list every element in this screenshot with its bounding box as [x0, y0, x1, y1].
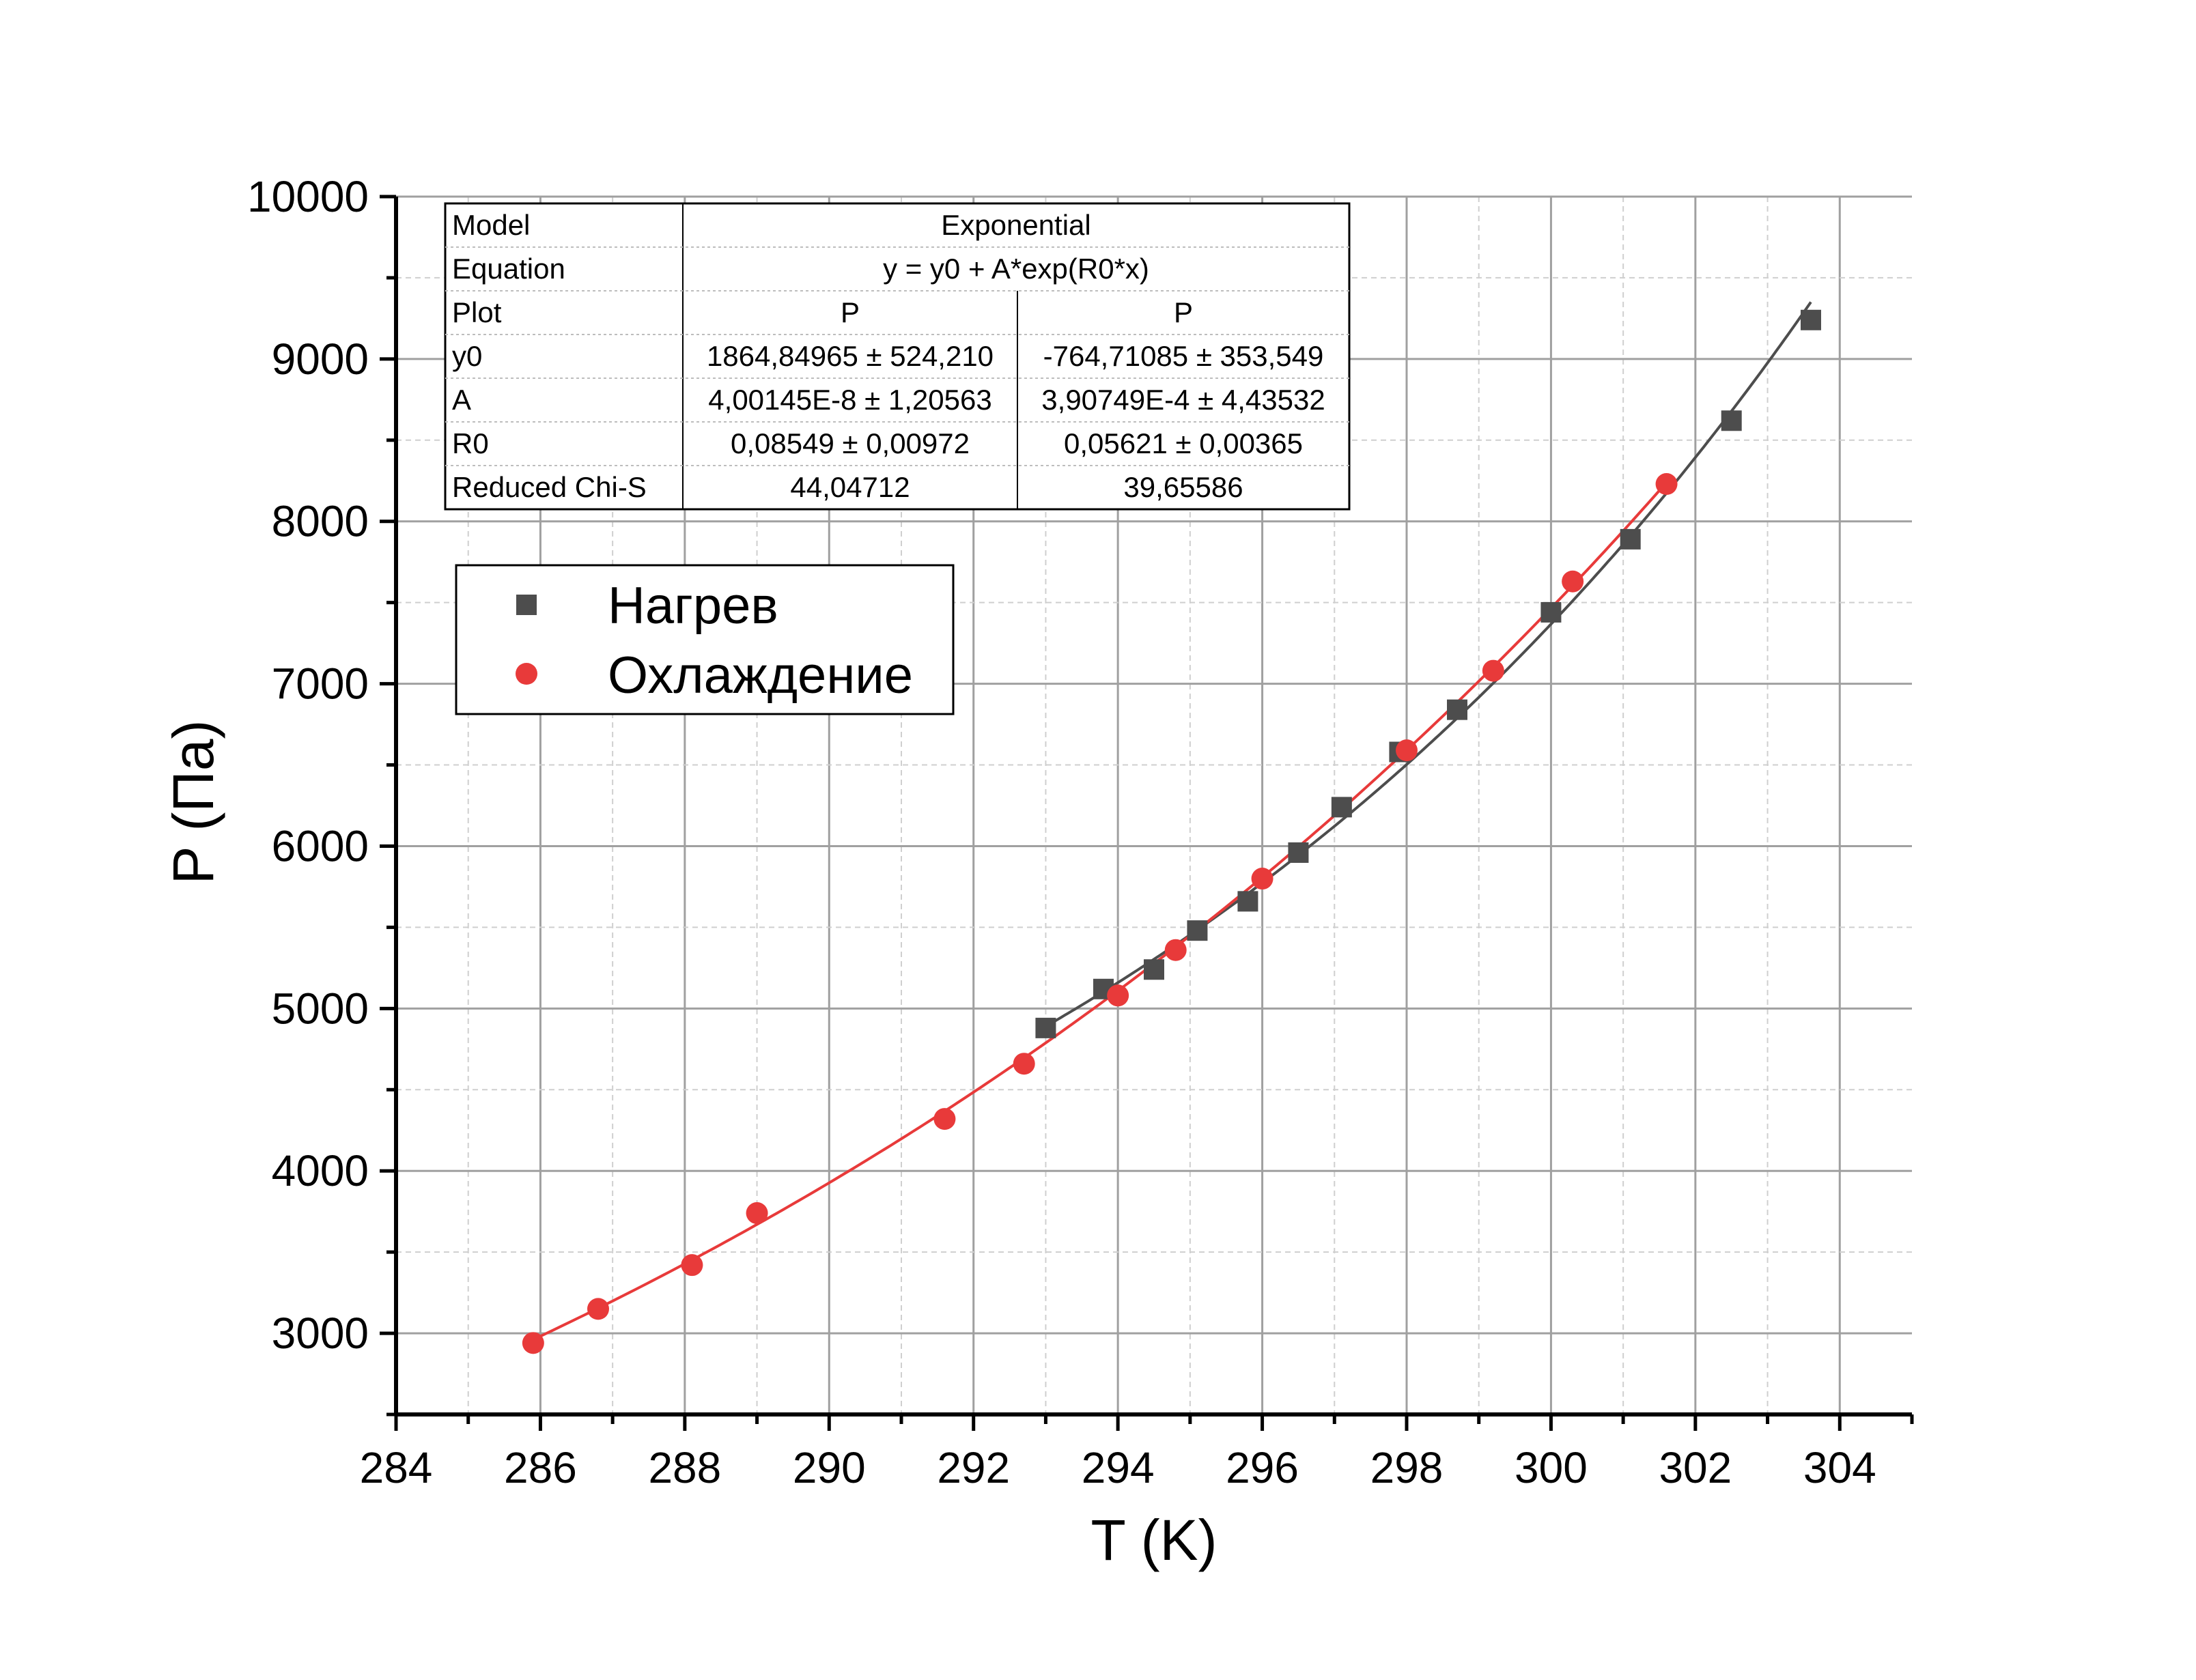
point-cooling	[681, 1254, 703, 1277]
y-tick-label: 8000	[272, 497, 369, 546]
table-cell-heating: 44,04712	[790, 471, 910, 503]
fit-results-table: Model Exponential Equation y = y0 + A*exp(R…	[444, 202, 1351, 511]
axes	[380, 195, 1914, 1431]
x-tick-label: 284	[360, 1443, 433, 1492]
table-cell-merged: Exponential	[941, 209, 1091, 241]
tick-labels: 284 286 288 290 292 294 296 298 300 302 304 3000 400…	[247, 172, 1876, 1492]
table-row-label: Reduced Chi-S	[452, 471, 647, 503]
point-cooling	[746, 1202, 768, 1225]
y-tick-label: 5000	[272, 984, 369, 1033]
legend-marker-heating	[516, 595, 537, 615]
table-row-label: R0	[452, 427, 489, 459]
table-cell-heating: P	[841, 296, 860, 328]
table-cell-cooling: 39,65586	[1123, 471, 1243, 503]
legend-label-heating: Нагрев	[608, 577, 778, 635]
y-tick-label: 3000	[272, 1309, 369, 1358]
x-tick-label: 290	[793, 1443, 866, 1492]
point-cooling	[1164, 939, 1187, 961]
x-axis-title: T (K)	[1090, 1508, 1217, 1572]
point-cooling	[1396, 739, 1418, 762]
fit-curve-cooling	[533, 481, 1668, 1341]
legend-box	[455, 564, 955, 715]
y-tick-label: 7000	[272, 659, 369, 709]
point-cooling	[522, 1332, 544, 1354]
y-tick-label: 10000	[247, 172, 369, 221]
table-row-label: Equation	[452, 253, 565, 285]
point-heating	[1540, 601, 1562, 623]
x-tick-label: 292	[937, 1443, 1010, 1492]
point-cooling	[1482, 659, 1504, 682]
point-cooling	[1107, 984, 1129, 1007]
point-heating	[1144, 959, 1164, 980]
x-tick-label: 298	[1370, 1443, 1444, 1492]
y-tick-label: 4000	[272, 1146, 369, 1195]
point-heating	[1288, 842, 1309, 863]
table-cell-heating: 4,00145E-8 ± 1,20563	[708, 384, 991, 416]
point-cooling	[1562, 570, 1584, 593]
table-row-label: y0	[452, 340, 482, 372]
point-heating	[1035, 1017, 1056, 1038]
table-row-label: Plot	[452, 296, 502, 328]
table-frame	[444, 202, 1351, 511]
point-cooling	[587, 1298, 609, 1320]
x-tick-label: 300	[1515, 1443, 1588, 1492]
table-row-label: Model	[452, 209, 530, 241]
table-row-label: A	[452, 384, 471, 416]
table-cell-cooling: -764,71085 ± 353,549	[1043, 340, 1324, 372]
x-tick-label: 304	[1803, 1443, 1876, 1492]
point-cooling	[1251, 868, 1273, 890]
point-heating	[1187, 920, 1208, 941]
x-tick-label: 286	[504, 1443, 577, 1492]
y-tick-label: 6000	[272, 821, 369, 870]
legend-marker-cooling	[516, 663, 537, 685]
point-heating	[1721, 410, 1742, 431]
table-cell-cooling: 3,90749E-4 ± 4,43532	[1041, 384, 1325, 416]
table-cell-cooling: 0,05621 ± 0,00365	[1064, 427, 1303, 459]
point-heating	[1801, 309, 1821, 330]
x-tick-label: 294	[1082, 1443, 1155, 1492]
point-heating	[1620, 528, 1641, 550]
table-cell-heating: 0,08549 ± 0,00972	[731, 427, 970, 459]
table-cell-heating: 1864,84965 ± 524,210	[707, 340, 994, 372]
table-cell-merged: y = y0 + A*exp(R0*x)	[883, 253, 1149, 285]
point-cooling	[1655, 473, 1678, 496]
point-heating	[1331, 797, 1352, 818]
x-tick-label: 302	[1659, 1443, 1732, 1492]
point-heating	[1447, 699, 1467, 720]
legend-label-cooling: Охлаждение	[608, 646, 913, 704]
x-tick-label: 288	[648, 1443, 721, 1492]
legend: Нагрев Охлаждение	[455, 564, 955, 715]
point-cooling	[1013, 1053, 1035, 1075]
table-cell-cooling: P	[1174, 296, 1193, 328]
y-tick-label: 9000	[272, 334, 369, 384]
point-cooling	[933, 1108, 956, 1130]
x-tick-label: 296	[1226, 1443, 1299, 1492]
y-axis-title: P (Па)	[161, 720, 225, 885]
data-points	[522, 309, 1821, 1354]
point-heating	[1237, 891, 1258, 912]
